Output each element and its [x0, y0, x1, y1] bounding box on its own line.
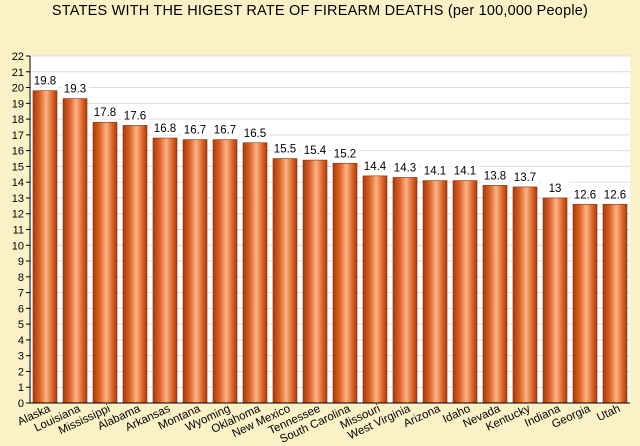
- y-tick-label: 9: [18, 256, 24, 268]
- bar-arizona: [422, 180, 448, 404]
- y-tick-label: 22: [12, 51, 24, 63]
- y-tick-label: 2: [18, 366, 24, 378]
- x-tick-label: Utah: [595, 403, 622, 424]
- data-label: 16.8: [154, 123, 176, 135]
- bar-arkansas: [152, 137, 178, 404]
- data-label: 19.3: [64, 84, 86, 96]
- data-label-box: [571, 187, 599, 202]
- y-tick-label: 1: [18, 382, 24, 394]
- bar-kentucky: [512, 186, 538, 404]
- bar-mississippi: [92, 121, 118, 404]
- data-label-box: [121, 108, 149, 123]
- bar-south-carolina: [332, 162, 358, 404]
- data-label-box: [151, 121, 179, 136]
- data-label: 15.2: [334, 148, 356, 160]
- y-tick-label: 7: [18, 288, 24, 300]
- data-label: 15.5: [274, 144, 296, 156]
- bar-alaska: [32, 90, 58, 404]
- y-tick-label: 14: [12, 177, 24, 189]
- y-tick-label: 8: [18, 272, 24, 284]
- data-label: 14.1: [424, 166, 446, 178]
- data-label: 13: [549, 183, 562, 195]
- data-label: 15.4: [304, 145, 327, 157]
- data-label: 19.8: [34, 76, 56, 88]
- data-label-box: [541, 180, 569, 195]
- data-label-box: [271, 141, 299, 156]
- data-label-box: [361, 158, 389, 173]
- data-label: 16.7: [184, 125, 206, 137]
- y-tick-label: 18: [12, 114, 24, 126]
- bar-new-mexico: [272, 158, 298, 404]
- y-tick-label: 13: [12, 193, 24, 205]
- data-label-box: [451, 163, 479, 178]
- data-label-box: [511, 169, 539, 184]
- data-label: 12.6: [574, 189, 596, 201]
- bar-louisiana: [62, 98, 88, 404]
- y-tick-label: 6: [18, 303, 24, 315]
- y-tick-label: 0: [18, 398, 24, 410]
- bar-georgia: [572, 203, 598, 404]
- bar-montana: [182, 139, 208, 404]
- data-label: 14.4: [364, 161, 387, 173]
- data-label: 16.7: [214, 125, 236, 137]
- data-label: 17.8: [94, 107, 116, 119]
- data-label-box: [481, 168, 509, 183]
- y-tick-label: 21: [12, 67, 24, 79]
- data-label: 12.6: [604, 189, 626, 201]
- bar-west-virginia: [392, 177, 418, 404]
- data-label: 13.7: [514, 172, 536, 184]
- bar-indiana: [542, 197, 568, 404]
- y-tick-label: 15: [12, 161, 24, 173]
- y-tick-label: 17: [12, 130, 24, 142]
- data-label-box: [91, 105, 119, 120]
- data-label-box: [301, 143, 329, 158]
- chart-title: STATES WITH THE HIGEST RATE OF FIREARM D…: [51, 3, 589, 19]
- data-label: 14.3: [394, 162, 416, 174]
- data-label: 16.5: [244, 128, 266, 140]
- bar-tennessee: [302, 159, 328, 404]
- y-tick-label: 19: [12, 98, 24, 110]
- y-tick-label: 11: [13, 225, 24, 237]
- bar-utah: [602, 203, 628, 404]
- data-label-box: [331, 146, 359, 161]
- bar-nevada: [482, 185, 508, 404]
- data-label: 13.8: [484, 170, 506, 182]
- data-label-box: [61, 81, 89, 96]
- data-label-box: [241, 125, 269, 140]
- y-tick-label: 4: [18, 335, 24, 347]
- y-tick-label: 3: [18, 351, 24, 363]
- bar-missouri: [362, 175, 388, 404]
- data-label-box: [181, 122, 209, 137]
- bar-oklahoma: [242, 142, 268, 404]
- data-label-box: [31, 73, 59, 88]
- data-label-box: [391, 160, 419, 175]
- bar-wyoming: [212, 139, 238, 404]
- data-label-box: [601, 187, 629, 202]
- y-tick-label: 16: [12, 146, 24, 158]
- data-label-box: [211, 122, 239, 137]
- data-label: 17.6: [124, 110, 146, 122]
- y-tick-label: 5: [18, 319, 24, 331]
- data-label-box: [421, 163, 449, 178]
- y-tick-label: 20: [12, 83, 24, 95]
- bar-alabama: [122, 125, 148, 404]
- data-label: 14.1: [454, 166, 476, 178]
- y-tick-label: 10: [12, 240, 24, 252]
- y-tick-label: 12: [12, 209, 24, 221]
- bar-idaho: [452, 180, 478, 404]
